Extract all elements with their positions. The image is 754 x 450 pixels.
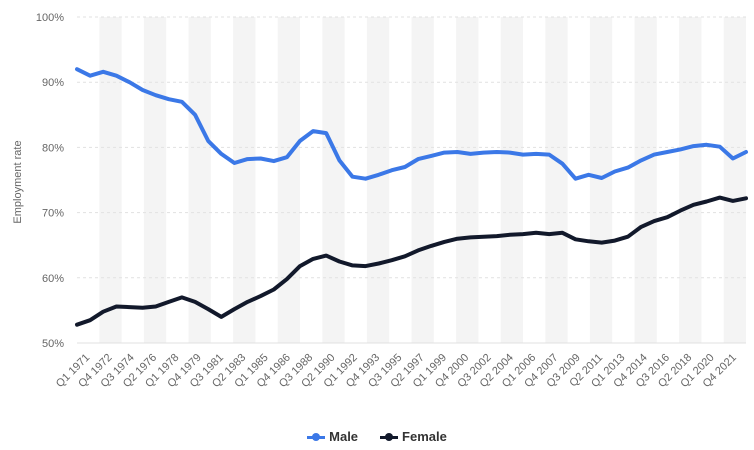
background-band bbox=[366, 17, 390, 343]
background-band bbox=[233, 17, 256, 343]
y-tick-label: 50% bbox=[42, 338, 64, 350]
background-band bbox=[679, 17, 702, 343]
background-band bbox=[589, 17, 613, 343]
legend-label-female: Female bbox=[402, 429, 447, 444]
series-lines bbox=[75, 67, 748, 327]
y-tick-label: 100% bbox=[36, 12, 64, 24]
gridlines bbox=[77, 16, 746, 344]
y-axis-ticks: 50% 60% 70% 80% 90% 100% bbox=[36, 12, 64, 350]
y-tick-label: 80% bbox=[42, 142, 64, 154]
series-line-male bbox=[75, 67, 748, 181]
background-band bbox=[545, 17, 568, 343]
series-line-female bbox=[75, 195, 748, 327]
legend-item-male[interactable]: Male bbox=[307, 429, 358, 444]
background-band bbox=[99, 17, 122, 343]
background-band bbox=[188, 17, 211, 343]
y-axis-label: Employment rate bbox=[12, 140, 24, 223]
legend: Male Female bbox=[0, 429, 754, 444]
male-marker-icon bbox=[307, 432, 326, 442]
background-band bbox=[322, 17, 345, 343]
background-band bbox=[456, 17, 479, 343]
y-tick-label: 90% bbox=[42, 77, 64, 89]
female-marker-icon bbox=[380, 432, 399, 442]
background-band bbox=[723, 17, 746, 343]
legend-label-male: Male bbox=[329, 429, 359, 444]
background-band bbox=[411, 17, 434, 343]
y-tick-label: 70% bbox=[42, 208, 64, 220]
background-band bbox=[143, 17, 167, 343]
background-band bbox=[500, 17, 523, 343]
background-band bbox=[634, 17, 657, 343]
legend-item-female[interactable]: Female bbox=[380, 429, 447, 444]
background-band bbox=[277, 17, 300, 343]
y-tick-label: 60% bbox=[42, 273, 64, 285]
background-bands bbox=[99, 17, 746, 343]
